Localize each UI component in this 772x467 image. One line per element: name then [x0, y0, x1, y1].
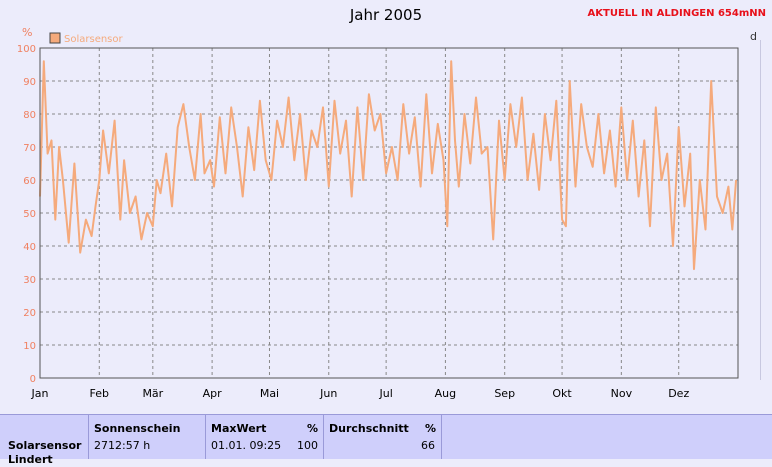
x-tick-label: Mai [260, 387, 279, 400]
x-tick-label: Jun [319, 387, 337, 400]
stats-max-date: 01.01. 09:25 [211, 439, 282, 452]
stats-sensor-name: Solarsensor Lindert [8, 439, 82, 466]
stats-avg-header: Durchschnitt [329, 422, 409, 435]
legend: Solarsensor [49, 32, 124, 45]
stats-max-header: MaxWert [211, 422, 267, 435]
stats-sunshine-cell: Sonnenschein 2712:57 h [88, 415, 206, 459]
y-tick-label: 90 [23, 77, 36, 88]
series-solarsensor [39, 60, 738, 271]
stats-sensor-cell: Solarsensor Lindert [0, 415, 89, 466]
y-tick-label: 20 [23, 308, 36, 319]
x-tick-label: Aug [435, 387, 456, 400]
x-tick-label: Mär [142, 387, 163, 400]
x-tick-label: Apr [203, 387, 223, 400]
grid-lines [40, 48, 738, 378]
y-axis-label: % [22, 26, 32, 39]
series-line-0 [39, 60, 738, 271]
stats-sunshine-value: 2712:57 h [94, 439, 151, 452]
stats-panel: Solarsensor Lindert Sonnenschein 2712:57 … [0, 414, 772, 466]
legend-swatch [49, 32, 61, 44]
x-tick-label: Dez [668, 387, 689, 400]
stats-avg-cell: Durchschnitt % 66 [323, 415, 442, 459]
y-tick-label: 70 [23, 143, 36, 154]
y-tick-label: 10 [23, 341, 36, 352]
x-tick-label: Jul [378, 387, 392, 400]
y-tick-label: 60 [23, 176, 36, 187]
stats-sunshine-header: Sonnenschein [94, 422, 181, 435]
stats-avg-value: 66 [421, 439, 435, 452]
plot-frame [39, 47, 739, 379]
x-tick-label: Okt [552, 387, 572, 400]
stats-max-value: 100 [297, 439, 318, 452]
stats-max-cell: MaxWert % 01.01. 09:25 100 [205, 415, 324, 459]
stats-max-unit: % [307, 422, 319, 435]
x-tick-label: Feb [90, 387, 109, 400]
y-tick-label: 80 [23, 110, 36, 121]
y-tick-label: 40 [23, 242, 36, 253]
y-tick-label: 50 [23, 209, 36, 220]
stats-avg-unit: % [425, 422, 437, 435]
y-tick-label: 30 [23, 275, 36, 286]
y-tick-labels: 0 10 20 30 40 50 60 70 80 90 100 [17, 44, 36, 385]
x-tick-label: Sep [494, 387, 515, 400]
chart-title: Jahr 2005 [349, 6, 423, 24]
legend-label: Solarsensor [64, 34, 124, 45]
x-tick-labels: Jan Feb Mär Apr Mai Jun Jul Aug Sep Okt Nov Dez [31, 387, 690, 400]
x-tick-label: Jan [31, 387, 49, 400]
clipped-edge-text: d [750, 30, 757, 43]
y-tick-label: 100 [17, 44, 36, 55]
vertical-scrollbar[interactable] [760, 40, 772, 380]
status-banner: AKTUELL IN ALDINGEN 654mNN [587, 8, 766, 19]
x-tick-label: Nov [611, 387, 633, 400]
y-tick-label: 0 [30, 374, 36, 385]
line-chart: 0 10 20 30 40 50 60 70 80 90 100 Jan Feb Mär Apr Mai Ju… [17, 26, 739, 400]
